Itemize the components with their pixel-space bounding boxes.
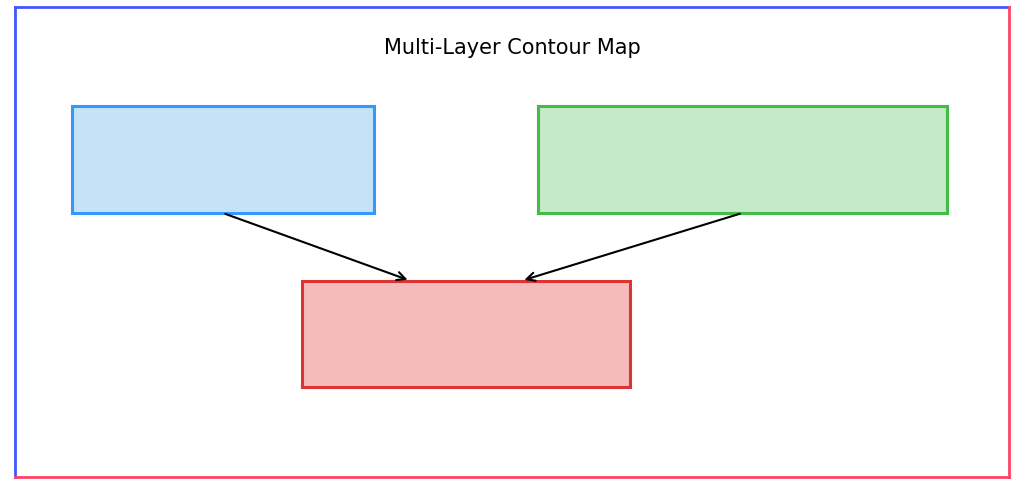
Text: Constraint Curve: g(x, y) = 0: Constraint Curve: g(x, y) = 0 <box>601 150 884 169</box>
FancyBboxPatch shape <box>538 106 947 213</box>
FancyBboxPatch shape <box>302 281 630 387</box>
Text: Point of Tangency: Point of Tangency <box>380 324 552 344</box>
Text: Level Curves of f(x, y): Level Curves of f(x, y) <box>116 150 330 169</box>
FancyBboxPatch shape <box>72 106 374 213</box>
Text: Multi-Layer Contour Map: Multi-Layer Contour Map <box>384 38 640 59</box>
